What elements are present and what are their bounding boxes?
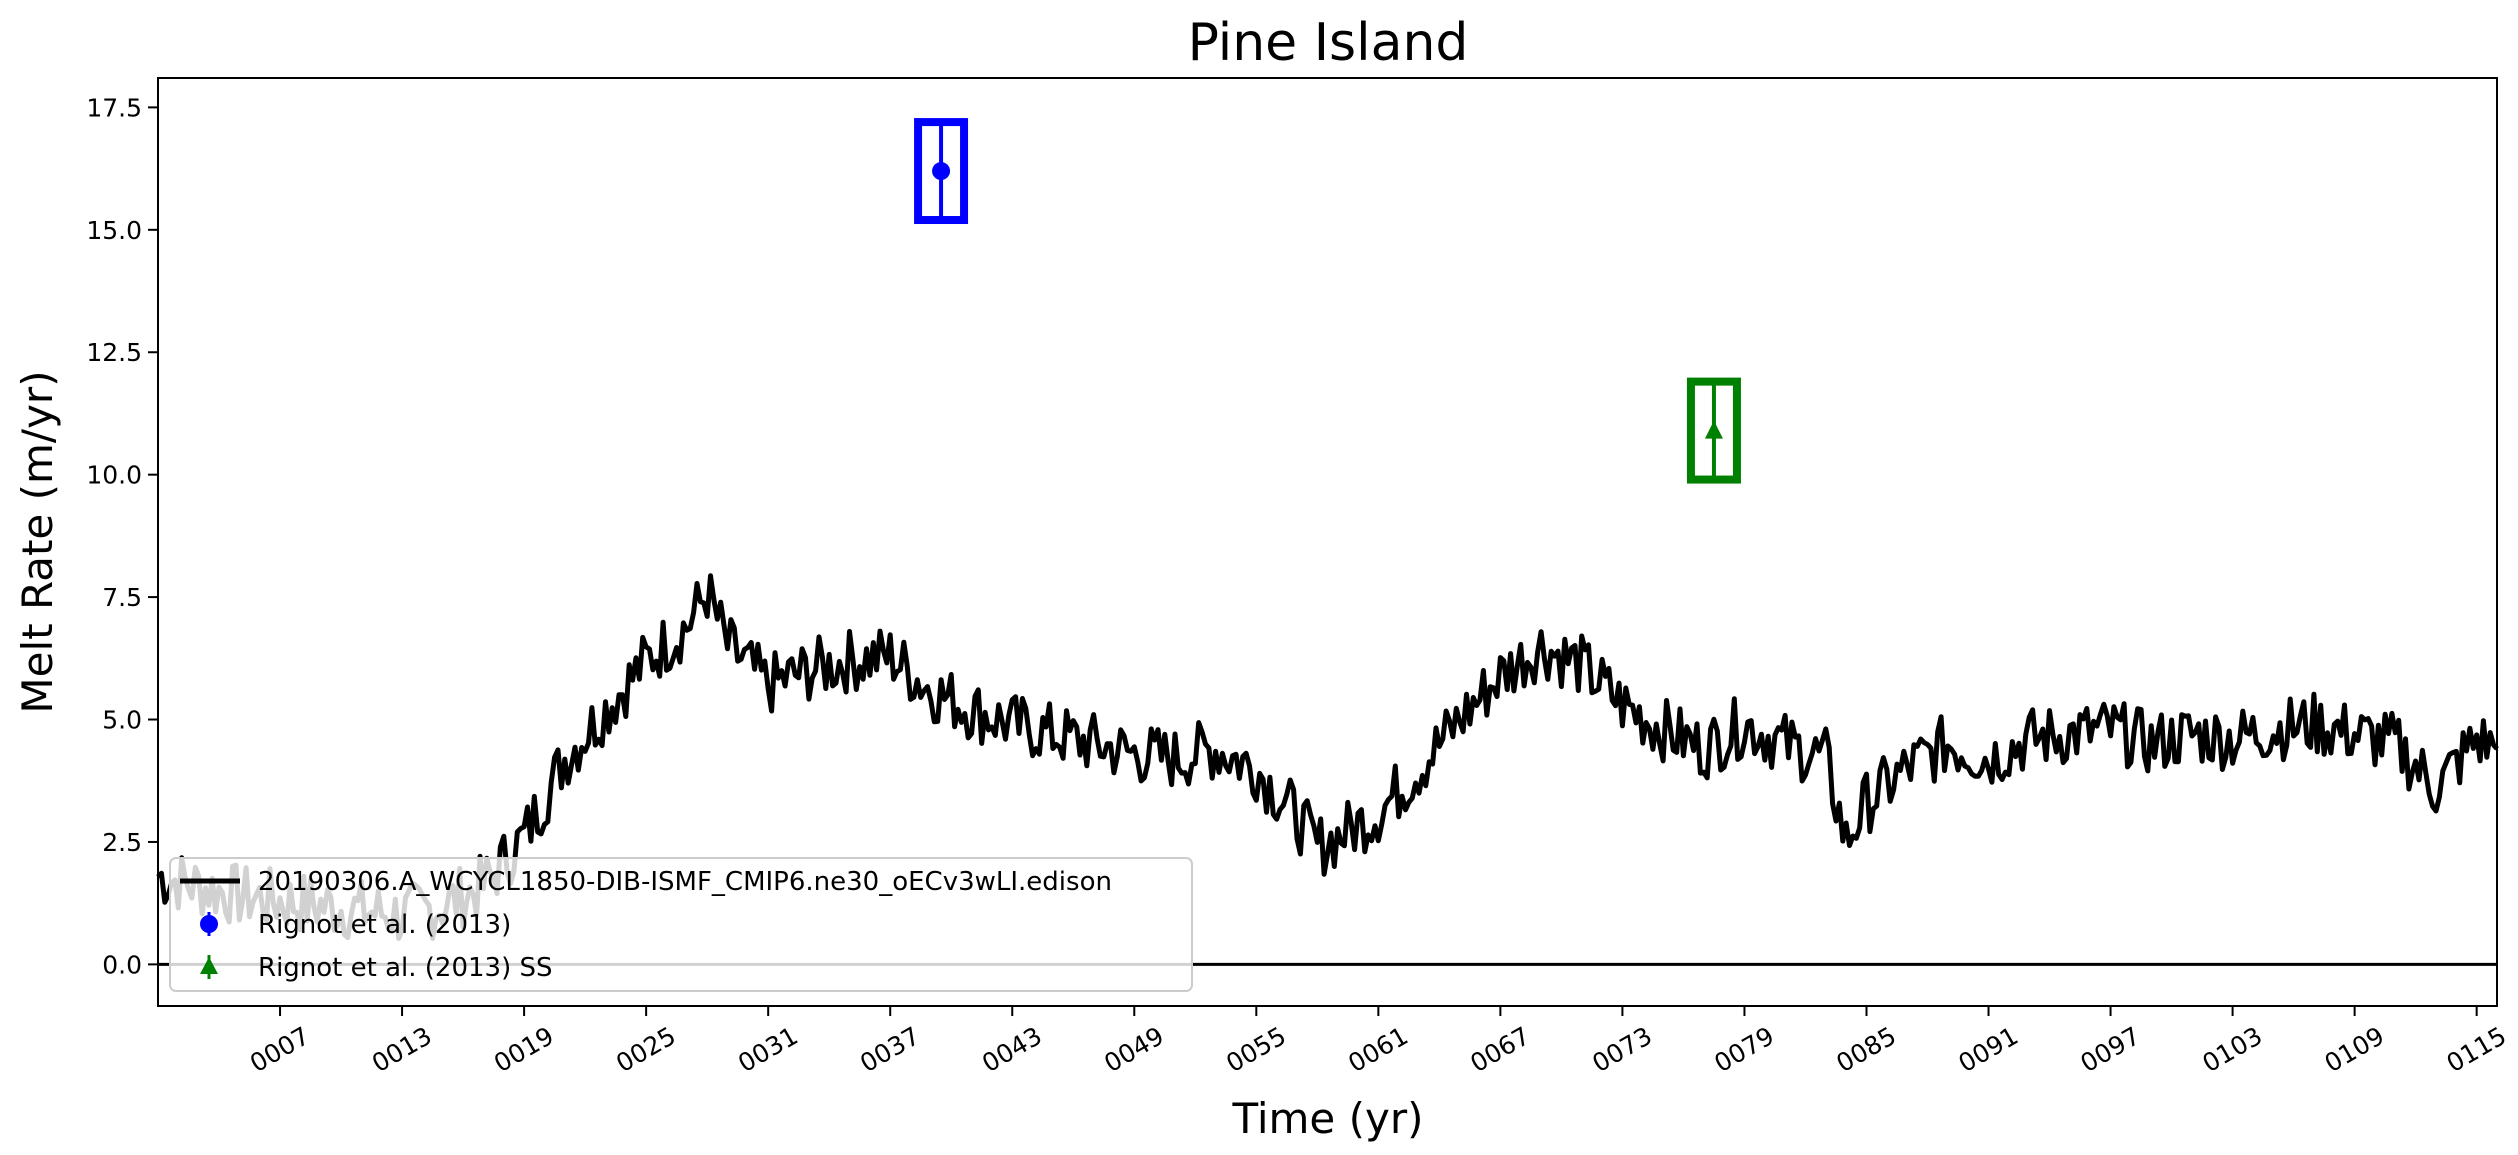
x-tick-label: 0073 <box>1587 1021 1657 1078</box>
legend-box <box>169 857 1193 992</box>
x-axis: 0007 0013 0019 0025 0031 0037 0043 0049 0055 0061… <box>245 1006 2511 1078</box>
x-tick-label: 0067 <box>1465 1021 1535 1078</box>
y-tick-label: 7.5 <box>102 583 142 612</box>
y-tick-label: 15.0 <box>86 216 142 245</box>
x-tick-label: 0055 <box>1221 1021 1291 1078</box>
y-tick-label: 12.5 <box>86 338 142 367</box>
x-tick-label: 0115 <box>2442 1021 2512 1078</box>
x-tick-label: 0043 <box>977 1021 1047 1078</box>
x-tick-label: 0061 <box>1343 1021 1413 1078</box>
x-tick-label: 0103 <box>2198 1021 2268 1078</box>
y-axis-label: Melt Rate (m/yr) <box>13 370 62 713</box>
chart-title: Pine Island <box>1188 13 1469 73</box>
y-tick-label: 17.5 <box>86 93 142 122</box>
x-tick-label: 0025 <box>611 1021 681 1078</box>
x-tick-label: 0019 <box>489 1021 559 1078</box>
y-tick-label: 5.0 <box>102 706 142 735</box>
plot-frame <box>157 77 2498 1007</box>
y-tick-label: 2.5 <box>102 828 142 857</box>
legend-blue-marker <box>200 915 218 933</box>
x-axis-label: Time (yr) <box>1231 1094 1423 1143</box>
y-axis: 0.0 2.5 5.0 7.5 10.0 12.5 15.0 17.5 <box>86 93 158 979</box>
y-tick-label: 10.0 <box>86 461 142 490</box>
x-tick-label: 0079 <box>1709 1021 1779 1078</box>
plot-area <box>156 118 2499 966</box>
x-tick-label: 0049 <box>1099 1021 1169 1078</box>
legend-green-marker <box>200 957 218 974</box>
x-tick-label: 0037 <box>855 1021 925 1078</box>
x-tick-label: 0085 <box>1831 1021 1901 1078</box>
x-tick-label: 0109 <box>2320 1021 2390 1078</box>
legend-item-rignot-ss: Rignot et al. (2013) SS <box>258 953 553 983</box>
x-tick-label: 0091 <box>1953 1021 2023 1078</box>
data-point-marker <box>1704 420 1723 439</box>
legend-item-rignot: Rignot et al. (2013) <box>258 910 511 940</box>
legend: 20190306.A_WCYCL1850-DIB-ISMF_CMIP6.ne30… <box>169 857 1193 992</box>
x-tick-label: 0031 <box>733 1021 803 1078</box>
series-line-model <box>156 573 2499 941</box>
x-tick-label: 0097 <box>2076 1021 2146 1078</box>
x-tick-label: 0013 <box>367 1021 437 1078</box>
x-tick-label: 0007 <box>245 1021 315 1078</box>
legend-item-model: 20190306.A_WCYCL1850-DIB-ISMF_CMIP6.ne30… <box>258 867 1112 897</box>
y-tick-label: 0.0 <box>102 950 142 979</box>
data-point-marker <box>932 162 951 181</box>
